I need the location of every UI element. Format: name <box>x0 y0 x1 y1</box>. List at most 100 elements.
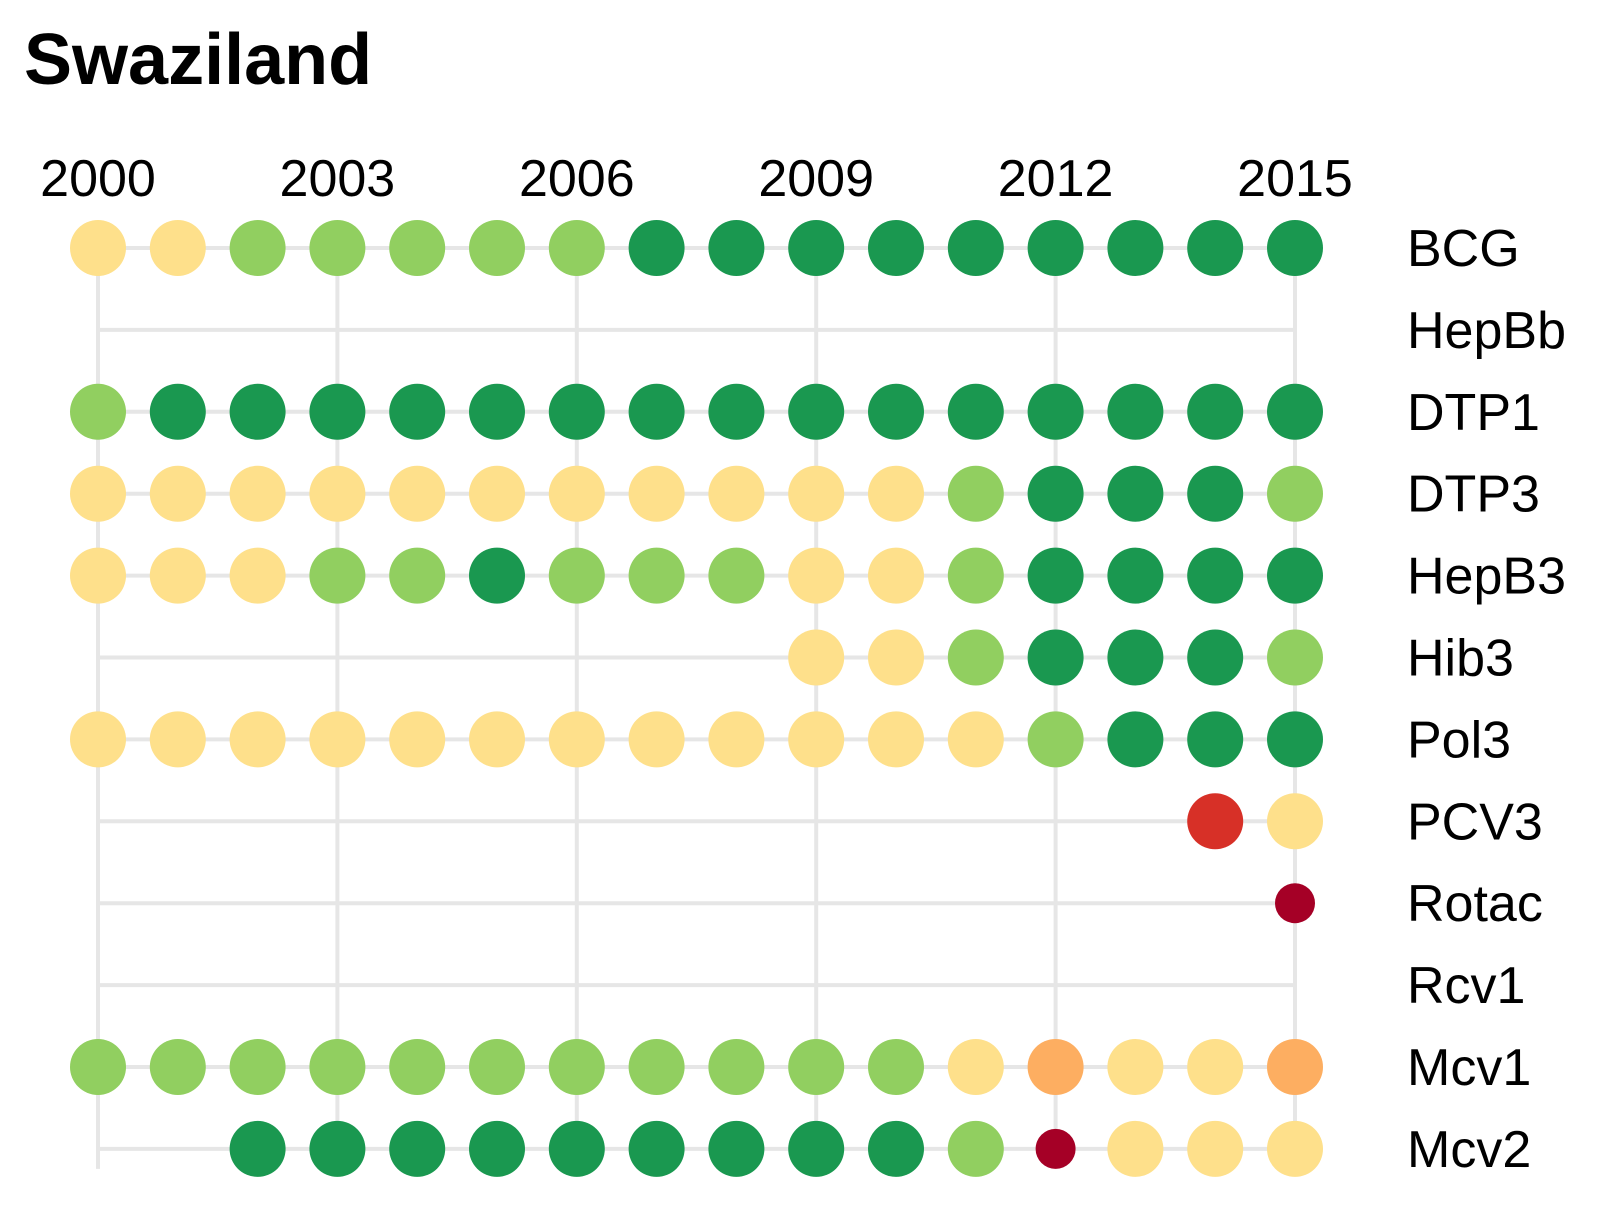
data-point <box>1027 220 1084 276</box>
chart-title: Swaziland <box>24 20 372 100</box>
data-point <box>229 465 286 522</box>
data-point <box>708 220 765 276</box>
x-tick-label: 2009 <box>758 150 874 208</box>
data-point <box>1187 711 1244 768</box>
x-tick-label: 2000 <box>40 150 156 208</box>
series-label: HepBb <box>1407 302 1566 360</box>
data-point <box>309 1039 366 1095</box>
data-point <box>70 465 126 522</box>
data-point <box>708 1039 765 1095</box>
data-point <box>1107 465 1164 522</box>
data-point <box>788 711 845 768</box>
data-point <box>1027 629 1084 686</box>
data-point <box>947 711 1004 768</box>
data-point <box>70 1039 126 1095</box>
data-point <box>548 220 605 276</box>
data-point <box>1107 220 1164 276</box>
x-axis-ticks: 2000 2003 2006 2009 2012 2015 <box>40 150 1353 208</box>
data-point <box>1027 711 1084 768</box>
data-point <box>70 547 126 604</box>
data-point <box>70 383 126 440</box>
data-point <box>1027 547 1084 604</box>
data-point <box>469 465 525 522</box>
data-point <box>628 383 685 440</box>
data-point <box>1187 220 1244 276</box>
data-point <box>868 629 924 686</box>
series-label: Hib3 <box>1407 630 1514 688</box>
data-point <box>1027 465 1084 522</box>
data-point <box>309 711 366 768</box>
data-point <box>868 547 924 604</box>
data-point <box>469 220 525 276</box>
data-point <box>1267 711 1323 768</box>
x-tick-label: 2006 <box>519 150 635 208</box>
data-point <box>708 465 765 522</box>
data-point <box>389 220 446 276</box>
data-point <box>548 465 605 522</box>
data-point <box>1267 220 1323 276</box>
data-point <box>229 547 286 604</box>
data-point <box>1035 1128 1076 1169</box>
data-point <box>1187 1039 1244 1095</box>
data-point <box>1267 793 1323 850</box>
data-point <box>469 547 525 604</box>
data-point <box>1107 711 1164 768</box>
x-tick-label: 2012 <box>998 150 1114 208</box>
data-point <box>389 547 446 604</box>
data-point <box>947 629 1004 686</box>
data-point <box>1267 547 1323 604</box>
data-point <box>708 547 765 604</box>
data-point <box>309 1120 366 1177</box>
data-point <box>788 1120 845 1177</box>
data-point <box>1267 383 1323 440</box>
series-label: BCG <box>1407 220 1520 278</box>
data-point <box>628 711 685 768</box>
data-point <box>788 220 845 276</box>
data-point <box>708 711 765 768</box>
data-point <box>548 1120 605 1177</box>
data-point <box>628 220 685 276</box>
series-label: DTP1 <box>1407 384 1540 442</box>
data-point <box>1187 1120 1244 1177</box>
series-label: DTP3 <box>1407 466 1540 524</box>
data-point <box>1027 1039 1084 1095</box>
data-point <box>149 1039 206 1095</box>
series-label: Pol3 <box>1407 711 1511 769</box>
data-point <box>1187 547 1244 604</box>
data-point <box>389 383 446 440</box>
data-point <box>229 1120 286 1177</box>
data-point <box>389 1120 446 1177</box>
data-point <box>788 629 845 686</box>
data-point <box>149 711 206 768</box>
data-point <box>229 383 286 440</box>
data-point <box>469 1120 525 1177</box>
data-point <box>947 465 1004 522</box>
data-point <box>868 220 924 276</box>
data-points <box>70 220 1323 1177</box>
data-point <box>229 1039 286 1095</box>
data-point <box>1187 793 1244 850</box>
data-point <box>1027 383 1084 440</box>
data-point <box>149 465 206 522</box>
data-point <box>1107 1039 1164 1095</box>
data-point <box>548 383 605 440</box>
data-point <box>548 711 605 768</box>
series-labels: BCG HepBb DTP1 DTP3 HepB3 Hib3 Pol3 PCV3 Rotac Rc… <box>1407 220 1566 1179</box>
series-label: Rcv1 <box>1407 957 1525 1015</box>
data-point <box>788 465 845 522</box>
data-point <box>469 1039 525 1095</box>
data-point <box>548 1039 605 1095</box>
data-point <box>389 465 446 522</box>
series-label: PCV3 <box>1407 793 1543 851</box>
data-point <box>868 383 924 440</box>
x-tick-label: 2003 <box>280 150 396 208</box>
series-label: Mcv2 <box>1407 1121 1531 1179</box>
series-label: HepB3 <box>1407 548 1566 606</box>
data-point <box>309 220 366 276</box>
grid-lines <box>96 246 1297 1169</box>
data-point <box>309 383 366 440</box>
data-point <box>868 1039 924 1095</box>
x-tick-label: 2015 <box>1237 150 1353 208</box>
data-point <box>149 547 206 604</box>
data-point <box>628 1039 685 1095</box>
